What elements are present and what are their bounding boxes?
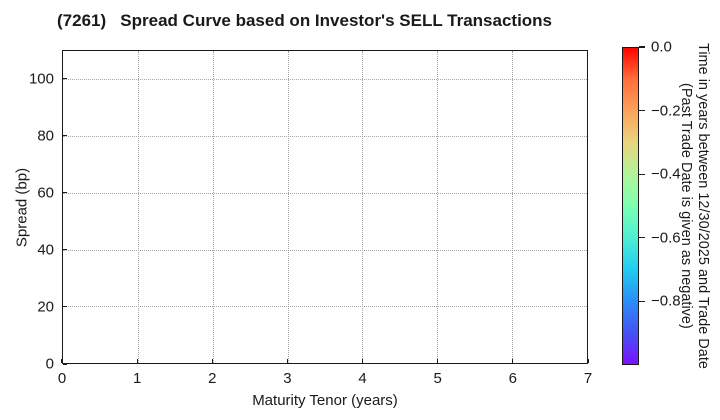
y-tick-mark-40 [63, 249, 67, 251]
gridline-x-6 [512, 51, 514, 363]
x-tick-label-2: 2 [208, 370, 217, 387]
x-tick-mark-2 [211, 359, 213, 363]
x-tick-label-1: 1 [132, 370, 142, 387]
y-axis-label: Spread (bp) [13, 167, 31, 248]
chart-title: (7261) Spread Curve based on Investor's … [57, 11, 553, 30]
x-tick-mark-6 [512, 359, 514, 363]
y-tick-mark-80 [63, 135, 67, 137]
colorbar-tick-mark-2 [639, 173, 645, 175]
x-tick-mark-0 [61, 359, 63, 363]
colorbar [622, 47, 639, 365]
x-tick-mark-3 [286, 359, 289, 363]
y-tick-mark-20 [63, 306, 67, 308]
x-tick-label-0: 0 [57, 370, 67, 387]
colorbar-tick-label-3: −0.6 [651, 229, 681, 247]
x-tick-label-5: 5 [433, 370, 442, 387]
colorbar-label: Time in years between 12/30/2025 and Tra… [677, 30, 711, 382]
colorbar-tick-mark-4 [639, 300, 645, 302]
colorbar-tick-label-4: −0.8 [651, 292, 681, 310]
y-tick-label-80: 80 [37, 127, 54, 145]
gridline-y-20 [63, 306, 587, 308]
x-tick-label-3: 3 [283, 370, 292, 387]
y-tick-label-100: 100 [28, 70, 54, 88]
gridline-x-3 [287, 51, 289, 363]
gridline-y-40 [63, 249, 587, 251]
colorbar-tick-mark-0 [639, 46, 645, 48]
colorbar-tick-mark-1 [639, 110, 645, 112]
colorbar-label-line2: (Past Trade Date is given as negative) [678, 83, 694, 329]
colorbar-tick-label-2: −0.4 [651, 165, 681, 183]
gridline-y-100 [63, 79, 587, 81]
x-tick-label-4: 4 [358, 370, 367, 387]
x-axis-label: Maturity Tenor (years) [252, 392, 398, 409]
colorbar-tick-label-0: 0.0 [651, 38, 672, 56]
x-tick-label-7: 7 [583, 370, 593, 387]
colorbar-label-line1: Time in years between 12/30/2025 and Tra… [695, 43, 711, 369]
x-tick-mark-5 [437, 359, 439, 363]
y-tick-label-60: 60 [37, 184, 54, 202]
gridline-x-2 [212, 51, 214, 363]
y-tick-mark-60 [63, 192, 67, 194]
x-tick-mark-4 [361, 359, 364, 363]
colorbar-tick-mark-3 [639, 237, 645, 239]
y-tick-mark-0 [63, 363, 67, 365]
y-tick-label-0: 0 [45, 355, 54, 373]
gridline-x-5 [437, 51, 439, 363]
x-tick-mark-1 [136, 359, 138, 363]
gridline-y-80 [63, 136, 587, 138]
y-tick-mark-100 [63, 77, 67, 80]
plot-area [62, 50, 588, 364]
gridline-x-4 [362, 51, 364, 363]
gridline-y-60 [63, 192, 587, 194]
y-tick-label-20: 20 [37, 298, 54, 316]
y-tick-label-40: 40 [37, 241, 54, 259]
x-tick-mark-7 [587, 359, 589, 363]
gridline-x-1 [137, 51, 139, 363]
x-tick-label-6: 6 [508, 370, 518, 387]
colorbar-tick-label-1: −0.2 [651, 102, 681, 120]
